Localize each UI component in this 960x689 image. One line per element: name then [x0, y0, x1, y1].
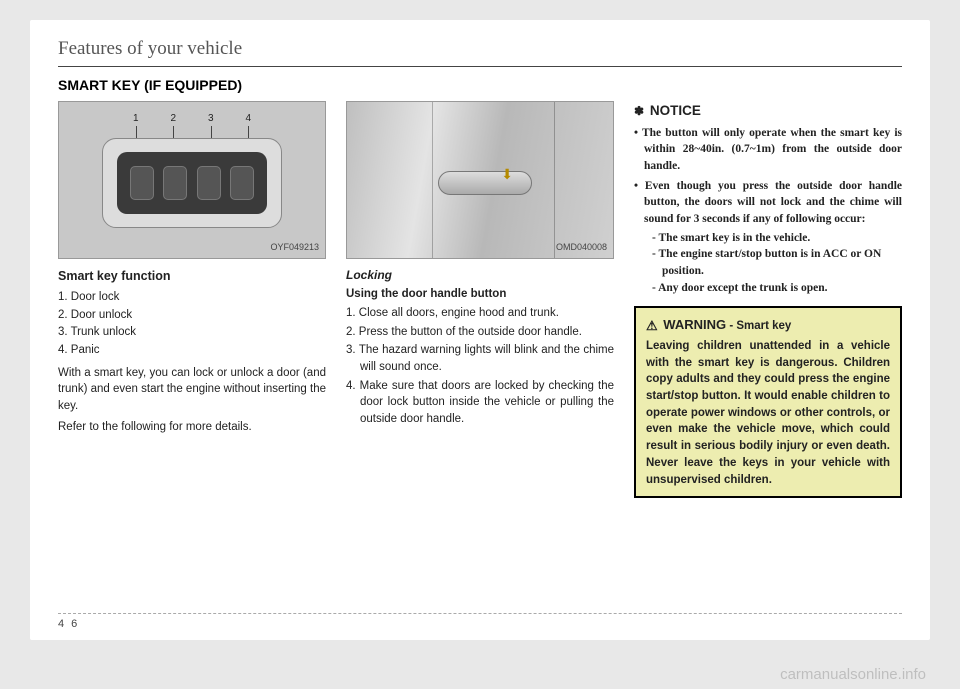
- watermark: carmanualsonline.info: [780, 666, 926, 683]
- key-function-list: 1. Door lock 2. Door unlock 3. Trunk unl…: [58, 289, 326, 359]
- key-label-1: 1: [133, 112, 139, 127]
- notice-icon: ✽: [634, 104, 644, 118]
- list-item: 1. Door lock: [58, 289, 326, 306]
- list-item: - Any door except the trunk is open.: [644, 280, 902, 297]
- figure-ref: OMD040008: [556, 241, 607, 254]
- list-item: - The engine start/stop button is in ACC…: [644, 246, 902, 279]
- door-seam: [554, 102, 555, 258]
- locking-subheading: Using the door handle button: [346, 286, 614, 303]
- right-column: ✽ NOTICE • The button will only operate …: [634, 101, 902, 498]
- door-handle-icon: [438, 171, 532, 195]
- list-item: - The smart key is in the vehicle.: [644, 230, 902, 247]
- figure-ref: OYF049213: [270, 241, 319, 254]
- middle-column: ⬇ OMD040008 Locking Using the door handl…: [346, 101, 614, 498]
- smart-key-heading: Smart key function: [58, 267, 326, 285]
- list-item: • Even though you press the outside door…: [634, 178, 902, 297]
- notice-label: NOTICE: [650, 103, 701, 118]
- manual-page: Features of your vehicle SMART KEY (IF E…: [30, 20, 930, 640]
- door-handle-figure: ⬇ OMD040008: [346, 101, 614, 259]
- chapter-title: Features of your vehicle: [58, 38, 902, 67]
- body-text: Refer to the following for more details.: [58, 419, 326, 436]
- list-item: 4. Panic: [58, 342, 326, 359]
- content-columns: 1 2 3 4 OYF049213 Smart key function: [58, 101, 902, 498]
- list-item: 4. Make sure that doors are locked by ch…: [346, 378, 614, 428]
- key-icon: [130, 166, 154, 200]
- key-label-4: 4: [245, 112, 251, 127]
- body-text: With a smart key, you can lock or unlock…: [58, 365, 326, 415]
- list-item: 2. Press the button of the outside door …: [346, 324, 614, 341]
- warning-sublabel: - Smart key: [726, 320, 791, 332]
- warning-body: Leaving children unattended in a vehicle…: [646, 338, 890, 488]
- door-seam: [432, 102, 433, 258]
- notice-heading: ✽ NOTICE: [634, 101, 902, 121]
- arrow-icon: ⬇: [501, 164, 513, 184]
- left-column: 1 2 3 4 OYF049213 Smart key function: [58, 101, 326, 498]
- list-item: 3. Trunk unlock: [58, 324, 326, 341]
- key-icon: [163, 166, 187, 200]
- key-fob-shell: [102, 138, 282, 228]
- warning-label: WARNING: [663, 317, 726, 332]
- key-icon: [230, 166, 254, 200]
- key-label-3: 3: [208, 112, 214, 127]
- list-item: 2. Door unlock: [58, 307, 326, 324]
- list-item: • The button will only operate when the …: [634, 125, 902, 175]
- list-item: 1. Close all doors, engine hood and trun…: [346, 305, 614, 322]
- list-item: 3. The hazard warning lights will blink …: [346, 342, 614, 375]
- key-label-2: 2: [170, 112, 176, 127]
- smart-key-figure: 1 2 3 4 OYF049213: [58, 101, 326, 259]
- key-icon: [197, 166, 221, 200]
- warning-box: ⚠ WARNING - Smart key Leaving children u…: [634, 306, 902, 498]
- key-fob-buttons: [117, 152, 267, 214]
- locking-steps: 1. Close all doors, engine hood and trun…: [346, 305, 614, 428]
- page-number: 4 6: [58, 613, 902, 630]
- locking-heading: Locking: [346, 267, 614, 284]
- notice-sublist: - The smart key is in the vehicle. - The…: [644, 230, 902, 297]
- bullet-text: • Even though you press the outside door…: [634, 180, 902, 225]
- warning-heading: ⚠ WARNING - Smart key: [646, 316, 890, 335]
- warning-icon: ⚠: [646, 317, 658, 336]
- notice-list: • The button will only operate when the …: [634, 125, 902, 297]
- door-panel: ⬇: [347, 102, 613, 258]
- section-title: SMART KEY (IF EQUIPPED): [58, 77, 902, 93]
- key-callout-labels: 1 2 3 4: [117, 112, 267, 127]
